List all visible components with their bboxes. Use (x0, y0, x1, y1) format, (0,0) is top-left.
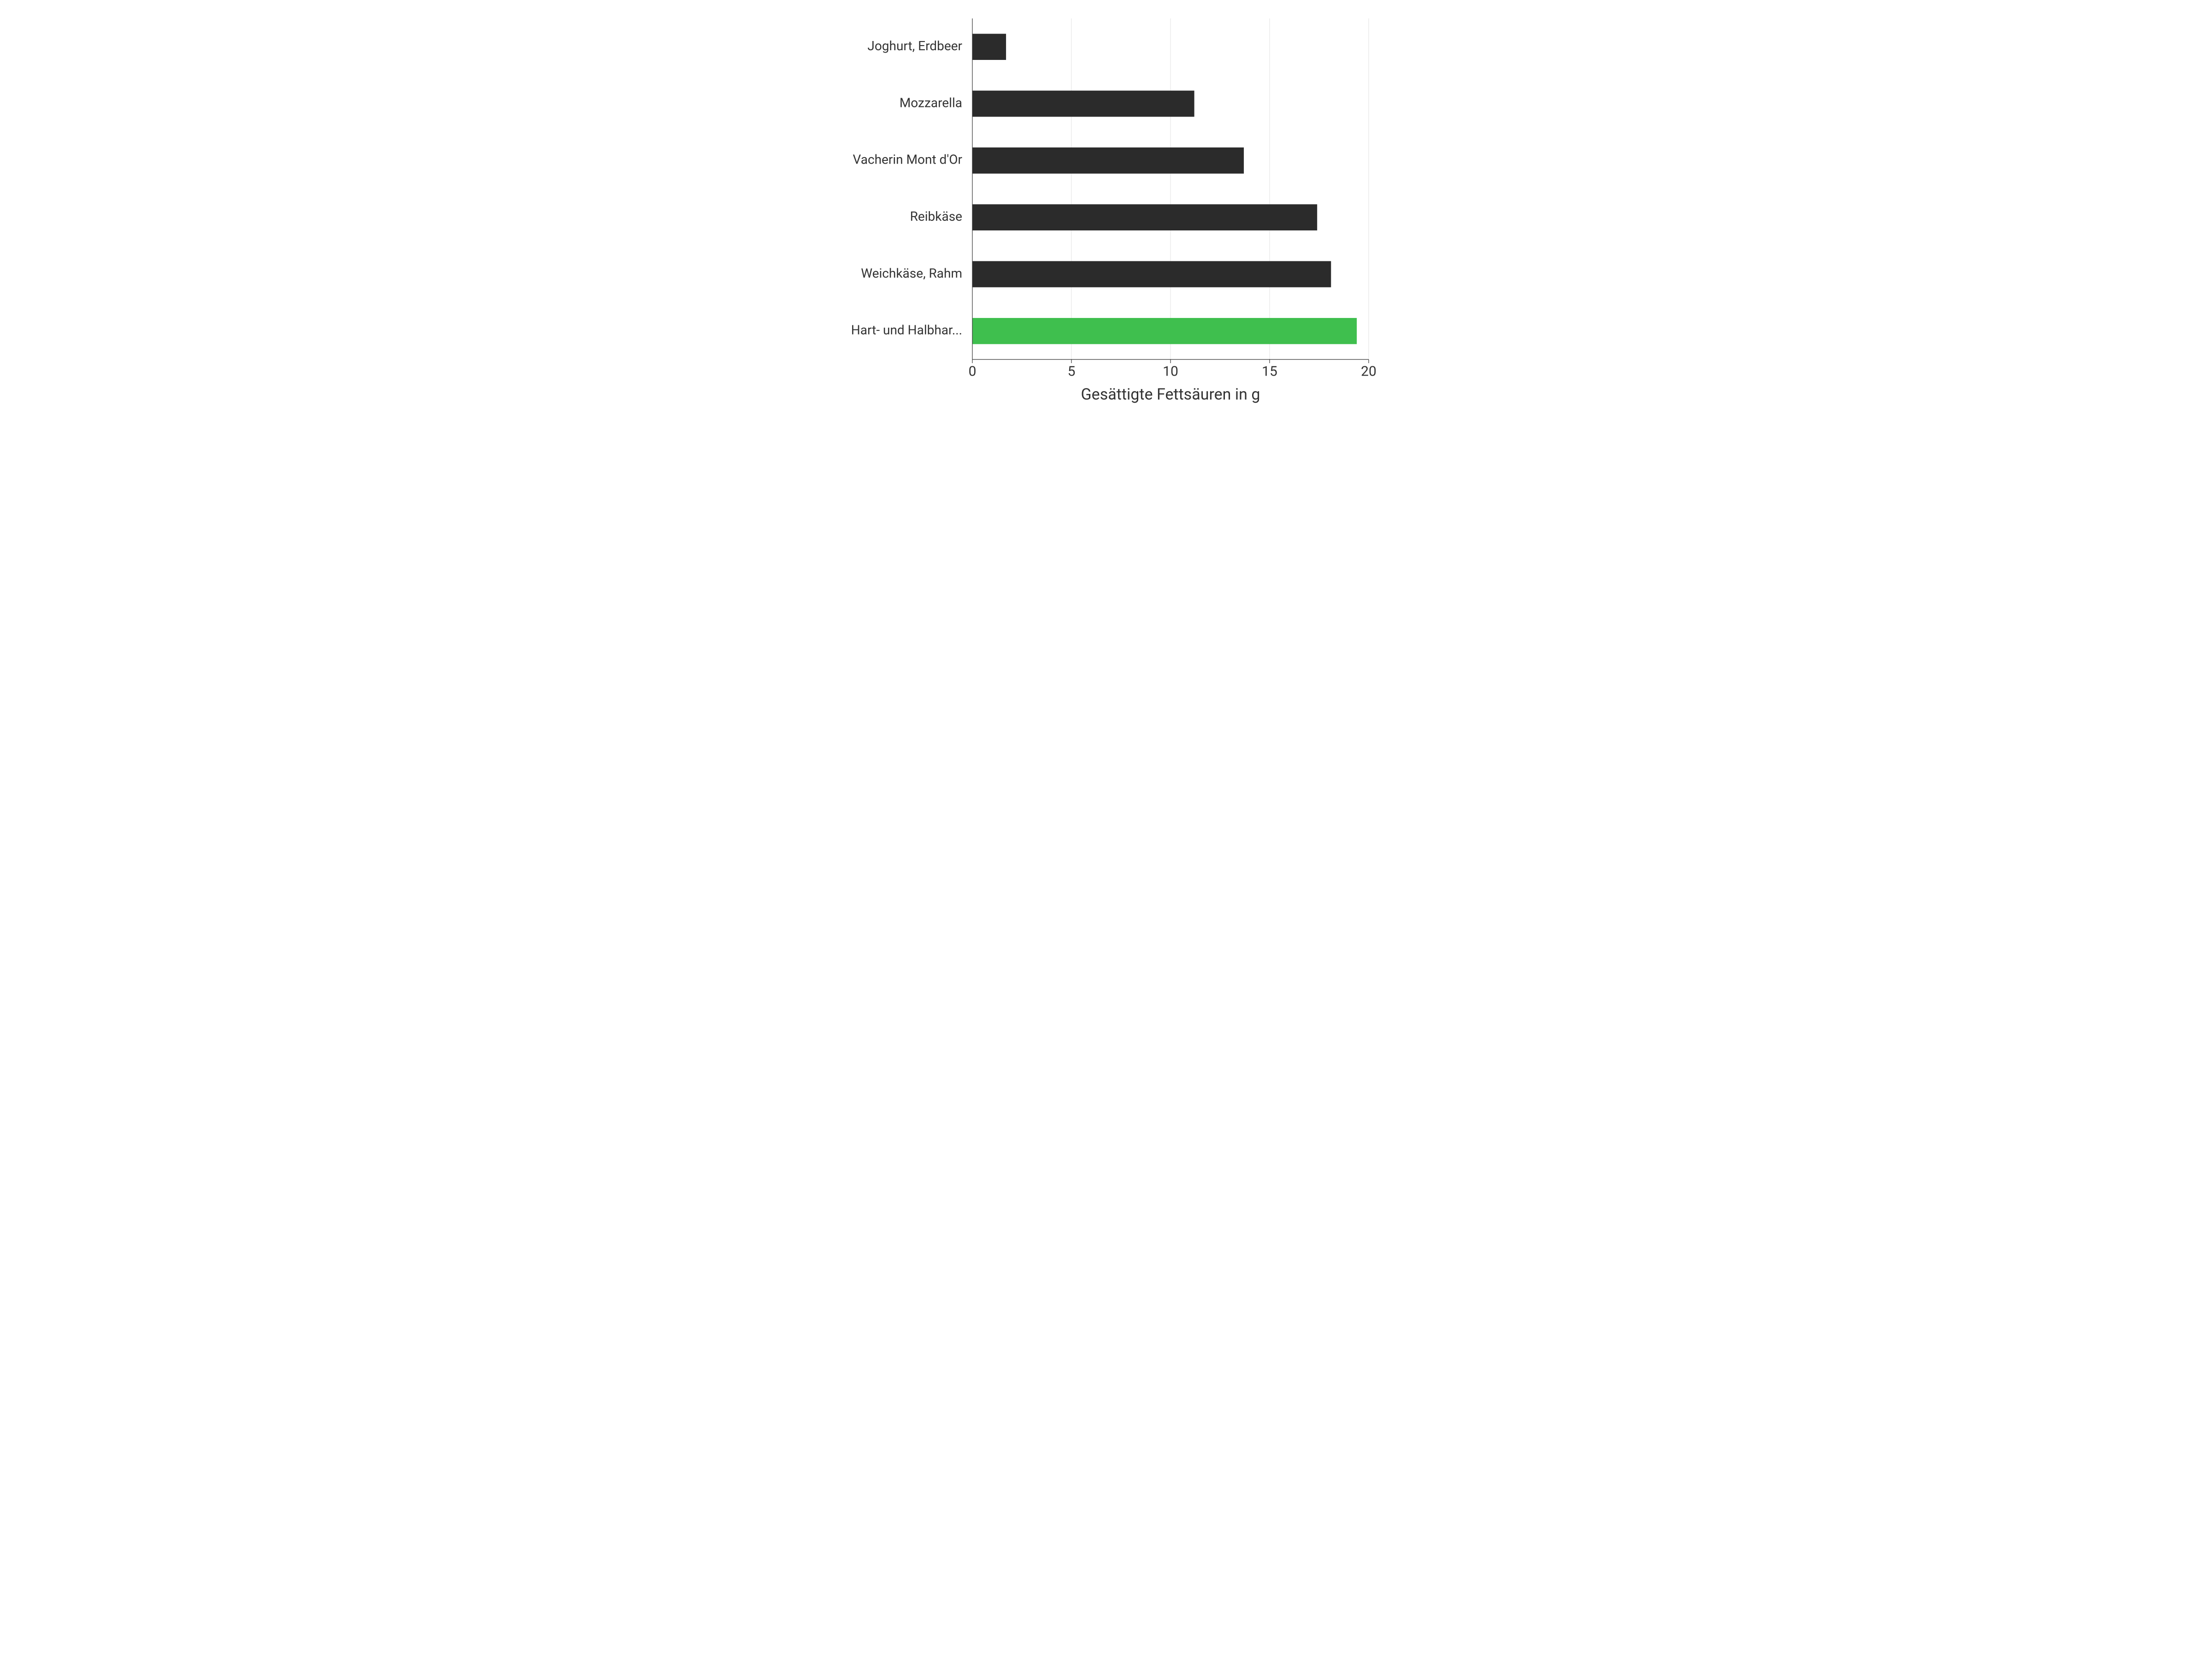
category-label: Weichkäse, Rahm (861, 265, 962, 281)
category-label: Vacherin Mont d'Or (853, 152, 963, 167)
x-tick-label: 15 (1262, 364, 1277, 380)
category-label: Hart- und Halbhar... (851, 323, 962, 338)
bar (972, 204, 1317, 230)
x-tick-label: 0 (969, 364, 977, 380)
category-label: Joghurt, Erdbeer (867, 38, 962, 53)
bar (972, 147, 1244, 174)
category-label: Mozzarella (900, 95, 962, 110)
bar (972, 261, 1331, 288)
chart-container: Joghurt, Erdbeer Mozzarella Vacherin Mont … (830, 0, 1382, 415)
x-tick-label: 5 (1068, 364, 1076, 380)
bar-chart: Joghurt, Erdbeer Mozzarella Vacherin Mont … (830, 0, 1382, 415)
category-label: Reibkäse (910, 209, 962, 224)
x-tick-label: 10 (1163, 364, 1178, 380)
bar (972, 91, 1194, 117)
bar (972, 318, 1357, 344)
x-axis-title: Gesättigte Fettsäuren in g (1081, 385, 1260, 404)
bar (972, 34, 1006, 60)
x-tick-label: 20 (1361, 364, 1377, 380)
